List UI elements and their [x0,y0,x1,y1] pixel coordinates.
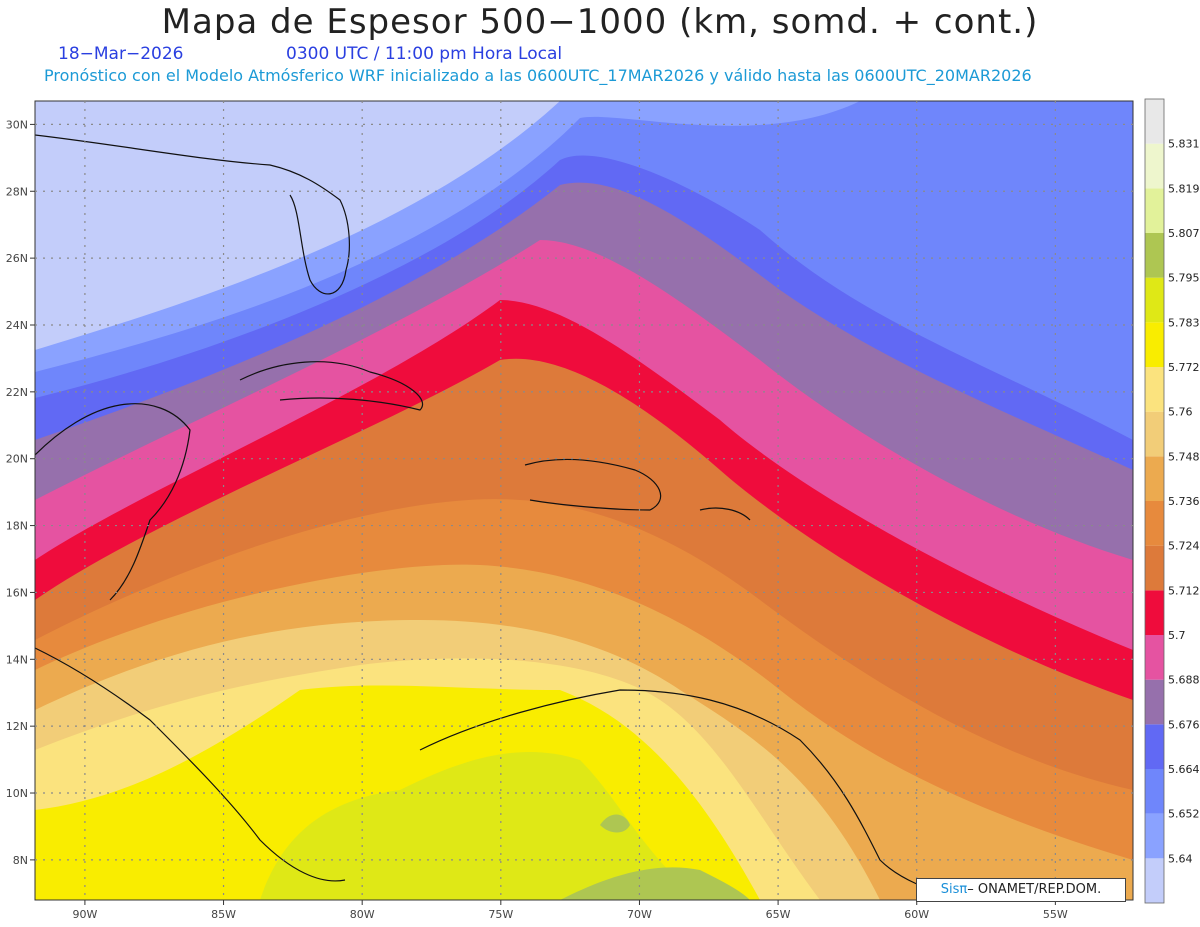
colorbar-swatch [1145,501,1164,546]
lat-label: 20N [6,453,28,466]
colorbar-swatch [1145,143,1164,189]
colorbar-swatch [1145,322,1164,367]
map-title: Mapa de Espesor 500−1000 (km, somd. + co… [161,2,1039,42]
colorbar-label: 5.783 [1168,316,1200,329]
colorbar-label: 5.676 [1168,718,1200,731]
contour-bands [35,101,1133,900]
latitude-axis: 30N 28N 26N 24N 22N 20N 18N 16N 14N 12N 10N 8N [6,118,35,867]
lat-label: 24N [6,319,28,332]
colorbar-label: 5.772 [1168,361,1200,374]
lat-label: 26N [6,252,28,265]
lat-label: 30N [6,118,28,131]
lon-label: 85W [211,908,236,921]
colorbar-label: 5.76 [1168,406,1193,419]
lat-label: 14N [6,653,28,666]
longitude-axis: 90W 85W 80W 75W 70W 65W 60W 55W [72,900,1068,921]
lon-label: 80W [350,908,375,921]
colorbar: 5.64 5.652 5.664 5.676 5.688 5.7 5.712 5.724 5.7… [1144,98,1200,904]
credit-agency: – ONAMET/REP.DOM. [967,882,1102,897]
lon-label: 90W [72,908,97,921]
colorbar-label: 5.664 [1168,763,1200,776]
date-label: 18−Mar−2026 [58,44,184,64]
colorbar-swatch [1145,411,1164,457]
colorbar-label: 5.748 [1168,450,1200,463]
colorbar-label: 5.7 [1168,629,1186,642]
colorbar-swatch [1145,724,1164,769]
colorbar-swatch [1145,188,1164,233]
lat-label: 12N [6,720,28,733]
colorbar-swatch [1145,545,1164,591]
lat-label: 18N [6,520,28,533]
time-label: 0300 UTC / 11:00 pm Hora Local [286,44,563,64]
lon-label: 65W [766,908,791,921]
colorbar-swatch [1145,590,1164,635]
credit-brand: Sisπ [940,882,968,897]
colorbar-label: 5.688 [1168,674,1200,687]
colorbar-label: 5.736 [1168,495,1200,508]
colorbar-label: 5.652 [1168,808,1200,821]
credit-box: Sisπ– ONAMET/REP.DOM. [916,878,1126,902]
colorbar-label: 5.795 [1168,272,1200,285]
lat-label: 28N [6,185,28,198]
lon-label: 75W [488,908,513,921]
colorbar-swatch [1145,456,1164,501]
lon-label: 70W [627,908,652,921]
forecast-label: Pronóstico con el Modelo Atmósferico WRF… [44,66,1032,85]
lat-label: 16N [6,586,28,599]
colorbar-label: 5.64 [1168,852,1193,865]
colorbar-swatch [1145,813,1164,859]
colorbar-label: 5.807 [1168,227,1200,240]
lat-label: 22N [6,386,28,399]
lon-label: 60W [904,908,929,921]
graticule [35,101,1133,900]
lat-label: 10N [6,787,28,800]
colorbar-label: 5.712 [1168,584,1200,597]
lat-label: 8N [13,854,28,867]
colorbar-swatch [1145,233,1164,278]
colorbar-swatch [1145,367,1164,412]
colorbar-swatch [1145,769,1164,814]
colorbar-label: 5.819 [1168,182,1200,195]
colorbar-swatch [1145,635,1164,680]
lon-label: 55W [1043,908,1068,921]
colorbar-label: 5.724 [1168,540,1200,553]
colorbar-swatch [1145,858,1164,903]
coastlines [35,134,961,900]
map-border [34,100,1134,901]
colorbar-label: 5.831 [1168,138,1200,151]
colorbar-swatch [1145,277,1164,323]
colorbar-frame [1144,98,1165,904]
colorbar-swatch [1145,679,1164,725]
colorbar-swatch [1145,99,1164,144]
